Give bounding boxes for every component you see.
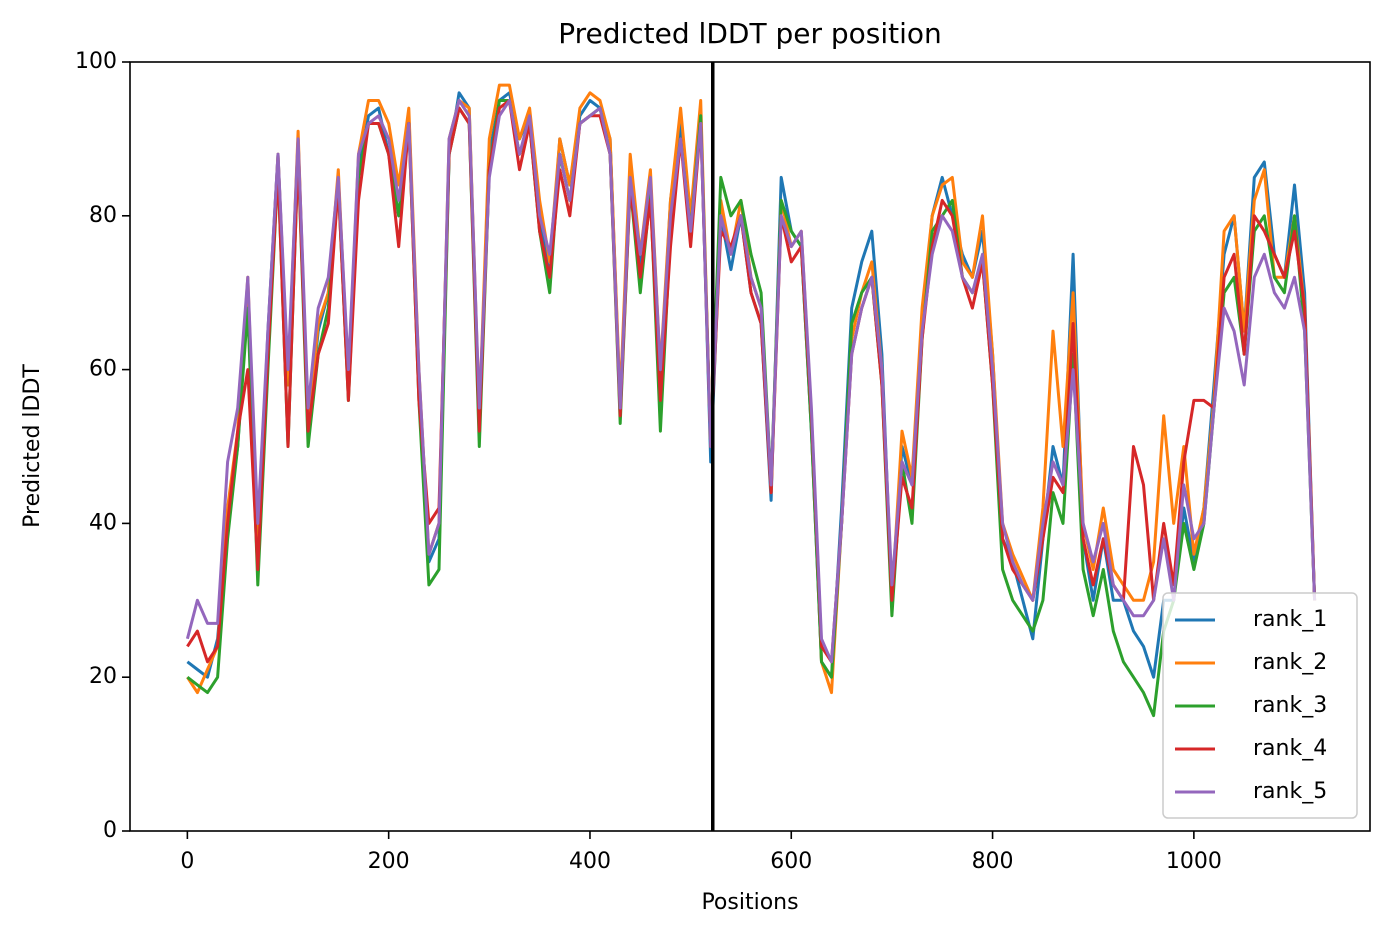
y-tick-label: 60 [89, 357, 117, 382]
x-tick-label: 0 [180, 849, 194, 874]
series-line [185, 99, 1317, 664]
y-tick-label: 80 [89, 203, 117, 228]
x-tick-label: 200 [368, 849, 410, 874]
series-line [186, 99, 1317, 664]
legend-label: rank_5 [1253, 779, 1327, 804]
y-tick-label: 40 [89, 510, 117, 535]
y-tick-label: 0 [103, 818, 117, 843]
x-axis-label: Positions [701, 890, 798, 915]
x-tick-label: 1000 [1166, 849, 1222, 874]
chart-title: Predicted lDDT per position [558, 17, 942, 50]
y-axis-label: Predicted lDDT [20, 364, 45, 528]
legend-label: rank_1 [1253, 607, 1327, 632]
legend: rank_1 rank_2 rank_3 rank_4 rank_5 [1162, 592, 1358, 819]
plot-area [185, 62, 1317, 831]
x-tick-label: 400 [569, 849, 611, 874]
x-tick-label: 800 [972, 849, 1014, 874]
y-tick-label: 100 [75, 49, 117, 74]
axes-frame [129, 61, 1371, 832]
x-tick-label: 600 [770, 849, 812, 874]
legend-box [1162, 592, 1358, 819]
y-tick-label: 20 [89, 664, 117, 689]
legend-label: rank_3 [1253, 693, 1327, 718]
legend-label: rank_2 [1253, 650, 1327, 675]
legend-label: rank_4 [1253, 736, 1327, 761]
